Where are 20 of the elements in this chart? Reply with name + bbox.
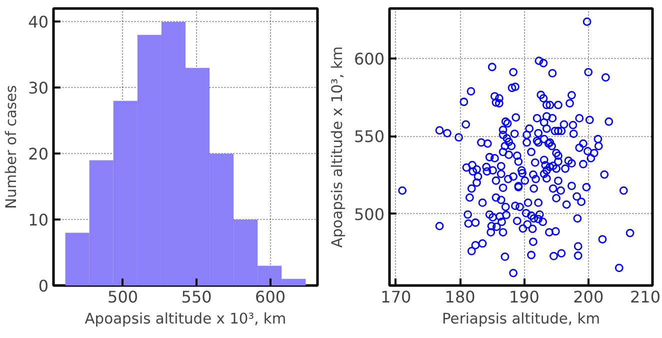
y-axis-title: Apoapsis altitude x 10³, km [328, 46, 346, 248]
y-tick-label: 600 [354, 49, 385, 68]
x-tick-label: 190 [508, 288, 540, 306]
y-tick-label: 500 [354, 204, 385, 224]
x-tick-label: 210 [630, 288, 661, 306]
x-tick-label: 500 [108, 288, 138, 306]
x-tick-label: 170 [380, 288, 412, 306]
y-tick-label: 40 [28, 12, 48, 32]
y-axis-title: Number of cases [3, 85, 20, 209]
y-tick-label: 0 [38, 276, 49, 296]
x-axis-title: Apoapsis altitude x 10³, km [84, 310, 286, 328]
y-tick-label: 550 [354, 127, 385, 146]
y-tick-label: 20 [28, 144, 48, 164]
x-tick-label: 180 [444, 288, 476, 306]
x-axis-title: Periapsis altitude, km [442, 310, 600, 328]
x-tick-label: 550 [181, 288, 212, 306]
y-tick-label: 10 [28, 210, 48, 230]
x-tick-label: 600 [255, 288, 286, 306]
x-tick-label: 200 [573, 288, 604, 306]
y-tick-label: 30 [28, 78, 48, 98]
